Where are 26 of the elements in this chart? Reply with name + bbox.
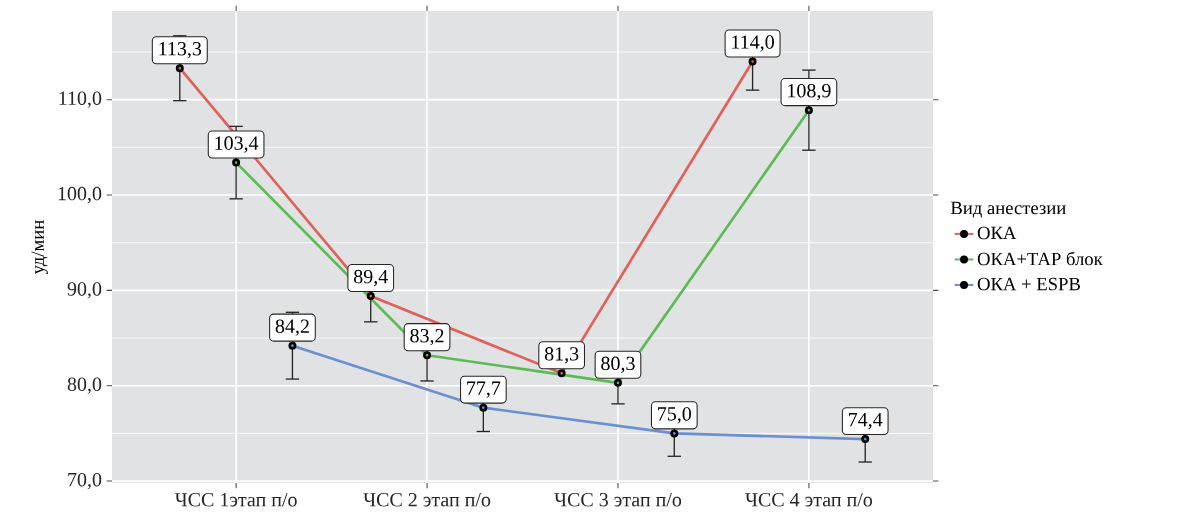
legend-title: Вид анестезии (950, 201, 1066, 218)
y-tick-label: 90,0 (67, 282, 102, 299)
data-label: 75,0 (658, 407, 692, 424)
data-label: 77,7 (467, 381, 501, 398)
y-tick-label: 80,0 (67, 377, 102, 394)
data-label: 89,4 (353, 269, 388, 287)
legend-label: ОКА + ESPB (977, 277, 1080, 291)
data-label: 114,0 (732, 35, 774, 52)
x-tick-label: ЧСС 4 этап п/о (745, 493, 873, 507)
data-label: 113,3 (159, 42, 202, 59)
x-tick-label: ЧСС 1этап п/о (174, 493, 297, 507)
data-label: 108,9 (788, 83, 831, 101)
y-axis-title: уд/мин (31, 220, 48, 275)
x-tick-label: ЧСС 2 этап п/о (363, 493, 491, 507)
data-label: 80,3 (601, 356, 635, 373)
data-label: 103,4 (215, 136, 259, 153)
y-tick-label: 110,0 (59, 91, 102, 108)
legend-label: ОКА (977, 226, 1017, 240)
legend-label: ОКА+ТАР блок (977, 251, 1103, 266)
y-tick-label: 70,0 (68, 472, 102, 490)
data-label: 83,2 (410, 328, 444, 346)
y-tick-label: 100,0 (58, 186, 102, 204)
data-label: 81,3 (544, 347, 579, 364)
x-tick-label: ЧСС 3 этап п/о (554, 493, 682, 507)
data-label: 74,4 (849, 413, 883, 430)
data-label: 84,2 (275, 319, 309, 336)
